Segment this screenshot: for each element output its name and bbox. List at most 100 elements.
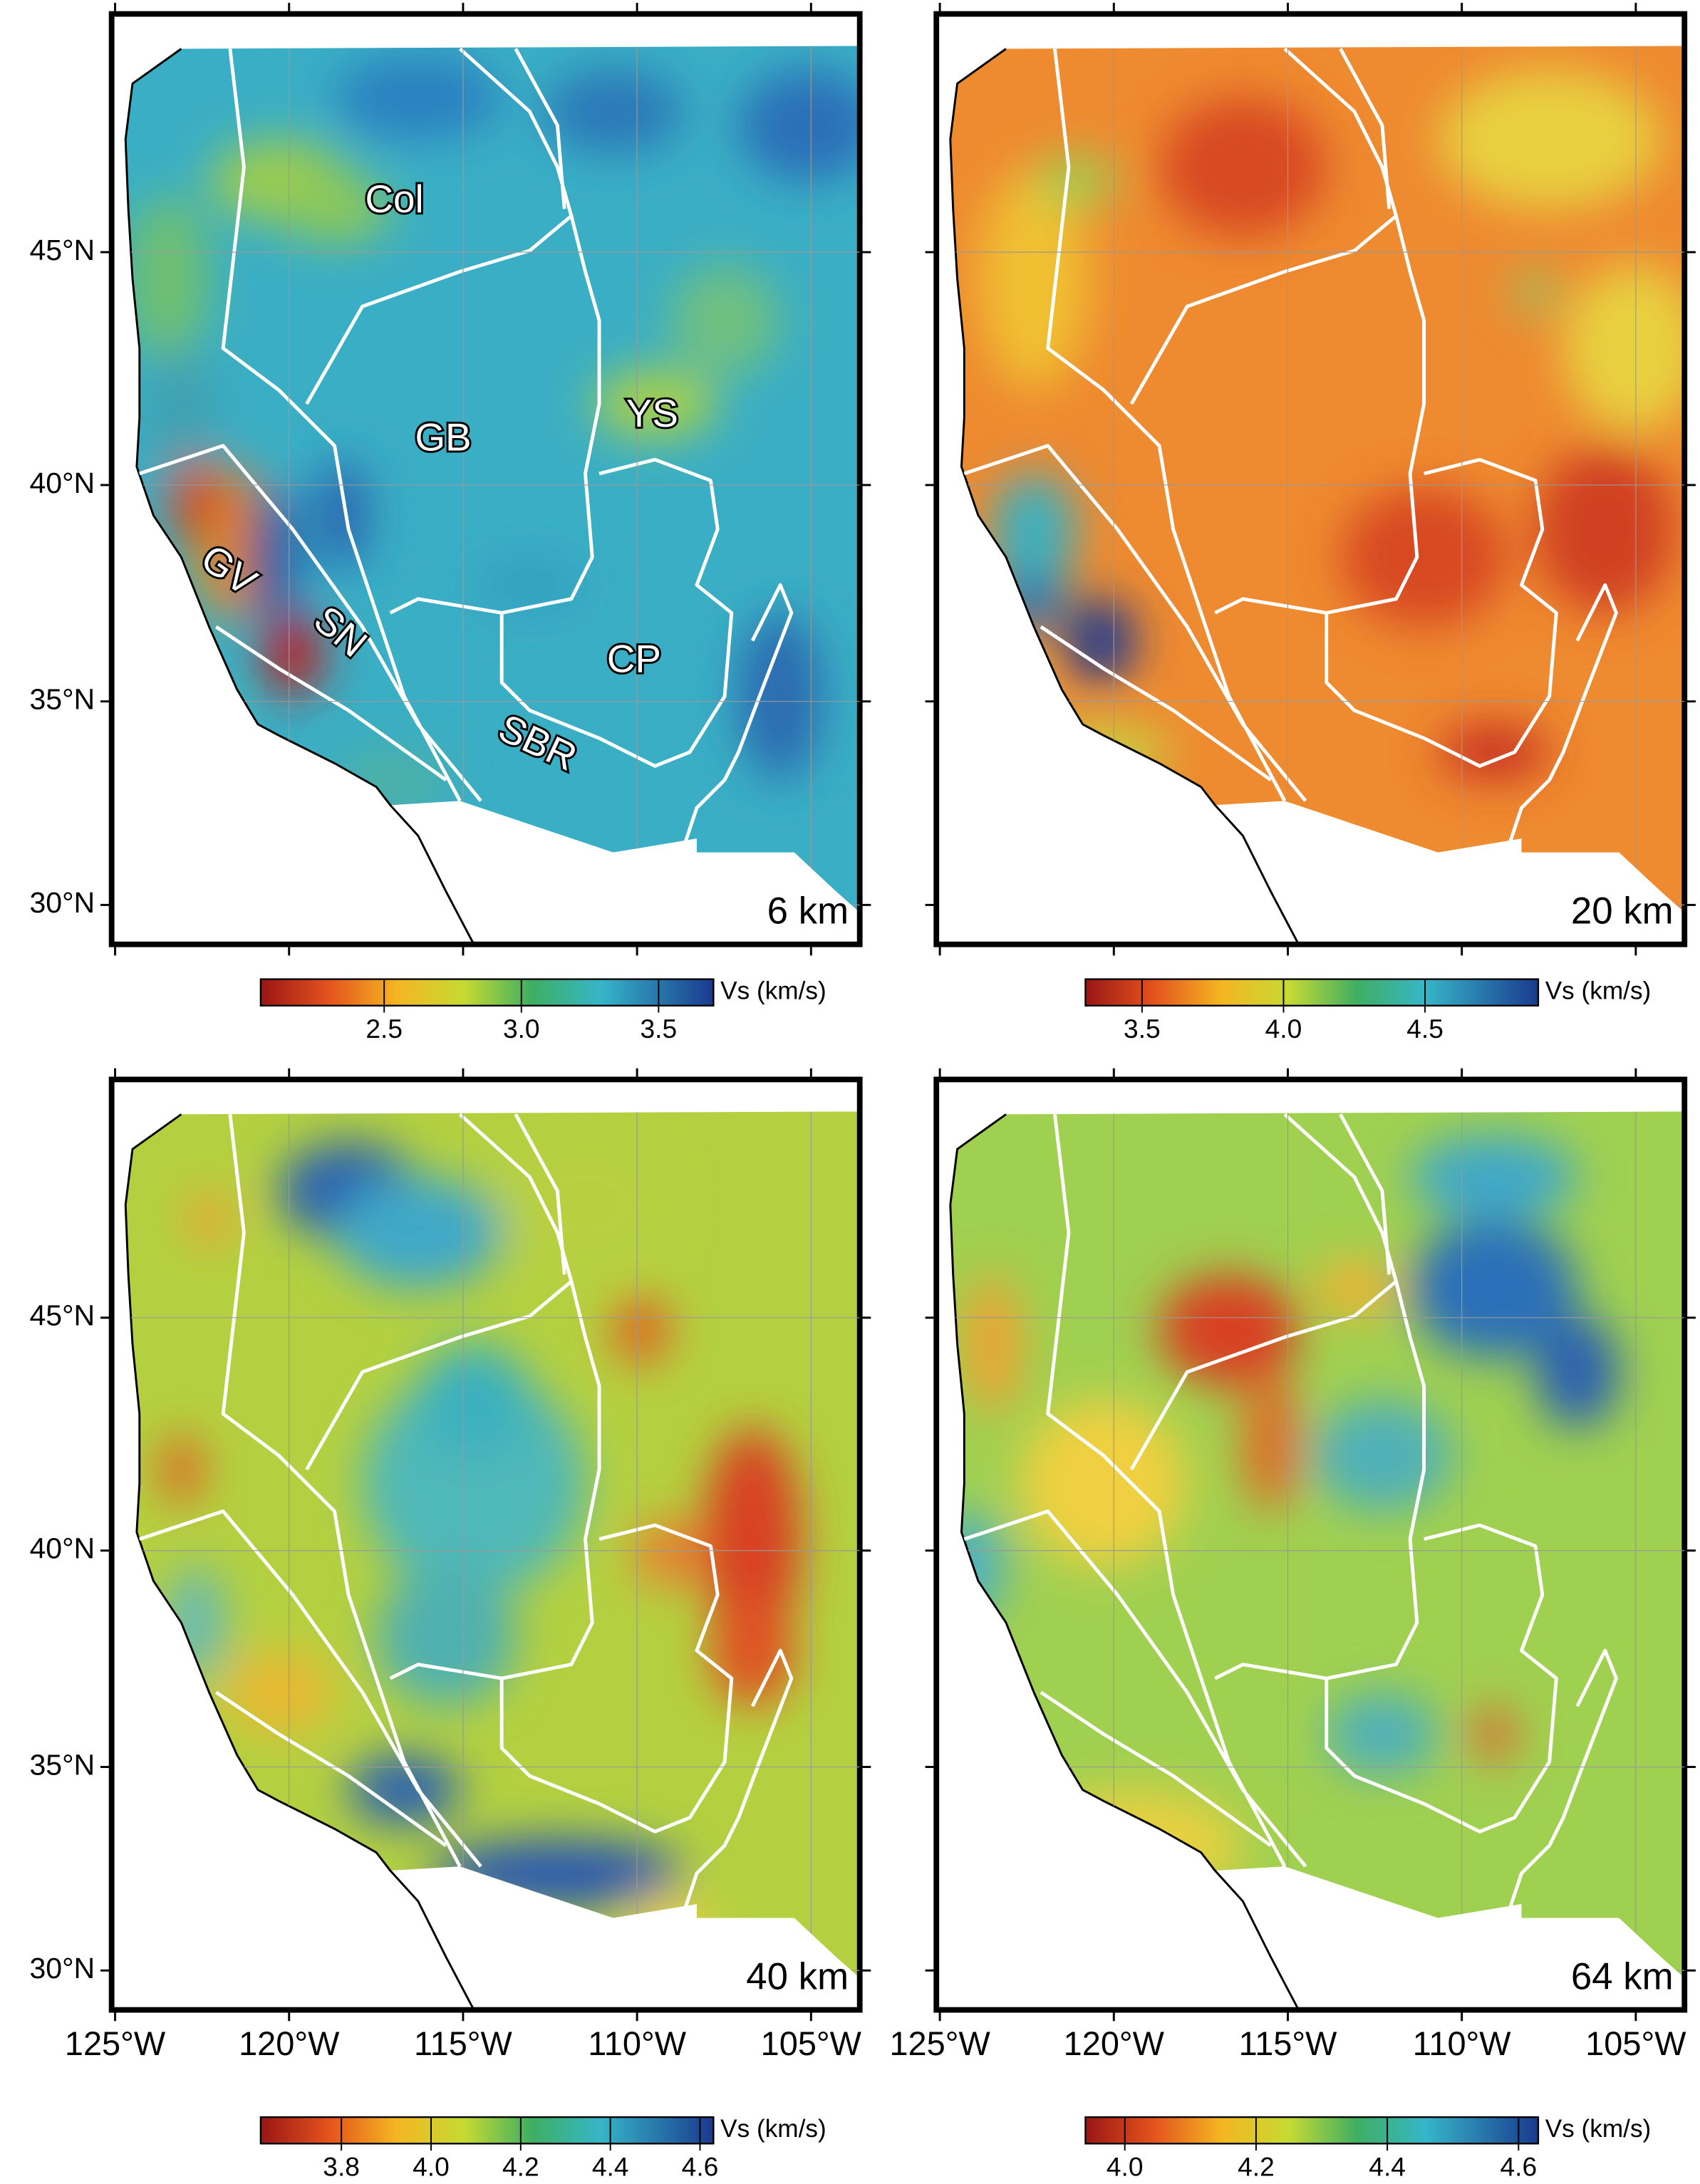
anomaly xyxy=(1535,445,1675,613)
colorbar xyxy=(259,2116,715,2145)
region-label: YS xyxy=(626,391,678,435)
coastline xyxy=(124,1113,475,2011)
anomaly xyxy=(1312,1400,1452,1512)
lat-tick-label: 40°N xyxy=(29,1532,95,1565)
anomaly xyxy=(418,1343,530,1456)
anomaly xyxy=(1159,1274,1299,1386)
anomaly xyxy=(1326,1692,1439,1777)
lon-tick-label: 115°W xyxy=(1239,2025,1338,2062)
lon-tick-label: 110°W xyxy=(588,2025,687,2062)
map-frame xyxy=(933,11,1688,947)
province-boundary xyxy=(1040,1690,1272,1847)
anomalies xyxy=(950,69,1685,780)
lon-tick-label: 125°W xyxy=(889,2025,990,2062)
province-boundary xyxy=(214,1690,447,1847)
anomaly xyxy=(261,613,323,697)
lat-tick-label: 30°N xyxy=(29,1952,95,1985)
anomaly xyxy=(334,56,502,140)
lon-tick-label: 105°W xyxy=(1585,2025,1686,2062)
province-boundary xyxy=(681,583,794,851)
anomalies xyxy=(160,1135,802,1965)
province-boundary xyxy=(1040,625,1272,781)
anomaly xyxy=(738,613,822,780)
lon-tick-label: 120°W xyxy=(1064,2025,1165,2062)
province-boundary xyxy=(963,1509,1307,1868)
anomaly xyxy=(1034,153,1118,209)
anomaly xyxy=(668,264,781,376)
lat-tick-label: 40°N xyxy=(29,467,95,499)
anomaly xyxy=(1066,598,1136,683)
region-label: Col xyxy=(366,177,424,221)
colorbar-tick-label: 2.5 xyxy=(366,1014,403,1044)
province-boundary xyxy=(138,1509,482,1868)
anomaly xyxy=(1020,1400,1188,1567)
province-boundary xyxy=(1505,583,1618,851)
lat-tick-label: 30°N xyxy=(29,886,95,919)
colorbar-label: Vs (km/s) xyxy=(1545,2115,1652,2143)
colorbar-tick-label: 4.6 xyxy=(682,2151,719,2181)
province-boundary xyxy=(1325,457,1558,768)
anomaly xyxy=(1312,1260,1396,1316)
anomaly xyxy=(1514,271,1557,313)
province-boundary xyxy=(1339,48,1391,209)
province-boundary xyxy=(305,1279,601,1680)
province-boundary xyxy=(1505,1648,1618,1916)
map-frame xyxy=(933,1076,1688,2013)
lat-tick-label: 35°N xyxy=(29,1748,95,1781)
map-frame xyxy=(108,1076,863,2013)
anomaly xyxy=(1034,724,1173,780)
lat-tick-label: 35°N xyxy=(29,683,95,716)
colorbar-tick-label: 4.4 xyxy=(592,2151,629,2181)
map-panel: 125°W 120°W 115°W 110°W 105°W 64 km xyxy=(889,1068,1696,2062)
map-panel: 30°N 35°N 40°N 45°N 125°W 120°W 115°W 110°W 105°… xyxy=(29,1068,871,2062)
lat-tick-label: 45°N xyxy=(29,234,95,266)
province-boundary xyxy=(221,48,462,802)
anomaly xyxy=(188,1190,230,1247)
colorbar-tick-label: 4.5 xyxy=(1406,1014,1444,1044)
province-boundary xyxy=(1046,48,1287,802)
province-boundary xyxy=(305,214,601,615)
province-boundary xyxy=(514,1113,566,1275)
province-boundary xyxy=(963,444,1307,802)
province-boundary xyxy=(221,1114,462,1868)
colorbar-label: Vs (km/s) xyxy=(720,2115,826,2143)
colorbar-tick-label: 3.5 xyxy=(641,1014,678,1044)
anomalies xyxy=(125,56,860,808)
velocity-map xyxy=(125,1111,860,1978)
anomaly xyxy=(249,487,294,627)
anomaly xyxy=(1159,97,1327,237)
velocity-map xyxy=(950,1111,1685,1978)
lon-tick-label: 125°W xyxy=(65,2025,166,2062)
anomaly xyxy=(376,1566,516,1707)
province-boundary xyxy=(1129,214,1426,615)
lon-tick-label: 120°W xyxy=(239,2025,340,2062)
province-boundary xyxy=(1046,1114,1287,1868)
anomaly xyxy=(1473,1706,1515,1762)
anomaly xyxy=(125,194,209,363)
colorbar-tick-label: 3.0 xyxy=(503,1014,540,1044)
lon-tick-label: 115°W xyxy=(414,2025,513,2062)
colorbar-tick-label: 4.6 xyxy=(1500,2151,1537,2181)
province-boundary xyxy=(514,48,566,209)
anomaly xyxy=(703,1428,802,1651)
anomaly xyxy=(279,174,390,244)
anomaly xyxy=(992,473,1076,586)
anomaly xyxy=(160,1435,202,1504)
depth-label: 64 km xyxy=(1571,1956,1674,1998)
map-frame xyxy=(108,11,863,947)
anomaly xyxy=(362,1372,586,1595)
colorbar xyxy=(1084,978,1540,1007)
anomaly xyxy=(1410,1135,1577,1219)
anomaly xyxy=(1243,1372,1299,1512)
colorbar-label: Vs (km/s) xyxy=(1545,977,1652,1004)
region-label: GB xyxy=(415,415,471,459)
lat-tick-label: 45°N xyxy=(29,1299,95,1332)
colorbar-tick-label: 4.0 xyxy=(1106,2151,1144,2181)
depth-label: 6 km xyxy=(767,890,849,932)
depth-label: 40 km xyxy=(746,1956,849,1998)
anomaly xyxy=(432,1839,683,1908)
anomaly xyxy=(1535,1316,1619,1428)
anomaly xyxy=(964,1274,1020,1414)
